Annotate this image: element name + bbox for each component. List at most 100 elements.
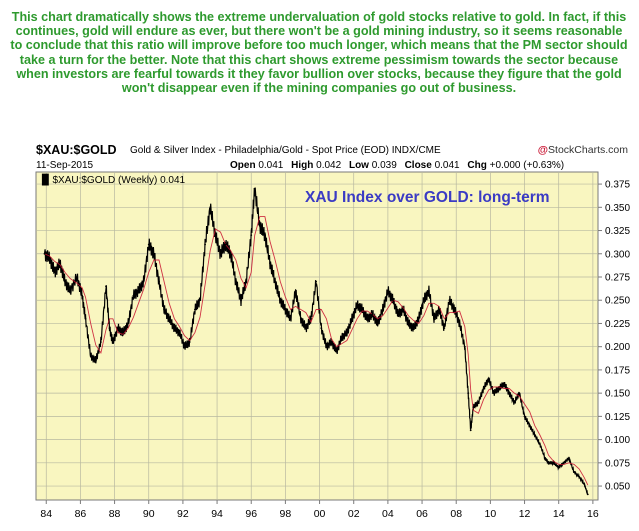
data-point xyxy=(472,406,475,408)
data-point xyxy=(315,280,317,283)
data-point xyxy=(81,294,83,297)
data-point xyxy=(253,187,256,190)
data-point xyxy=(552,461,555,464)
chart-date: 11-Sep-2015 xyxy=(36,160,94,171)
data-point xyxy=(407,322,410,325)
y-tick-label: 0.200 xyxy=(605,342,630,353)
open-label: Open xyxy=(230,160,256,171)
data-point xyxy=(356,304,358,306)
data-point xyxy=(443,327,446,329)
data-point xyxy=(235,280,237,283)
series-legend: ▉ $XAU:$GOLD (Weekly) 0.041 xyxy=(41,173,186,186)
data-point xyxy=(117,327,119,329)
data-point xyxy=(422,299,425,302)
low-value: 0.039 xyxy=(371,160,397,171)
data-point xyxy=(108,327,111,329)
low-label: Low xyxy=(348,160,369,171)
chg-label: Chg xyxy=(467,160,487,171)
data-point xyxy=(387,290,389,292)
data-point xyxy=(392,299,394,302)
data-point xyxy=(105,285,107,288)
data-point xyxy=(53,271,56,274)
data-point xyxy=(487,378,490,381)
y-tick-label: 0.350 xyxy=(605,203,630,214)
data-point xyxy=(346,331,348,334)
data-point xyxy=(258,225,261,227)
y-tick-label: 0.125 xyxy=(605,412,630,423)
data-point xyxy=(132,294,135,297)
data-point xyxy=(557,466,560,469)
data-point xyxy=(173,327,176,329)
y-tick-label: 0.375 xyxy=(605,180,630,191)
series-layer xyxy=(43,187,589,496)
x-tick-label: 86 xyxy=(75,508,87,520)
data-point xyxy=(127,322,130,325)
chart-header: $XAU:$GOLD Gold & Silver Index - Philade… xyxy=(36,143,634,173)
moving-average-line xyxy=(44,216,589,486)
attribution[interactable]: @StockCharts.com xyxy=(538,144,628,156)
data-point xyxy=(508,392,511,394)
data-point xyxy=(294,290,297,292)
data-point xyxy=(402,308,405,311)
data-point xyxy=(168,317,171,320)
high-label: High xyxy=(291,160,314,171)
data-point xyxy=(183,345,186,348)
commentary-text: This chart dramatically shows the extrem… xyxy=(10,10,628,96)
x-tick-label: 10 xyxy=(485,508,497,520)
y-tick-label: 0.225 xyxy=(605,319,630,330)
data-point xyxy=(583,483,586,486)
data-point xyxy=(147,243,150,246)
data-point xyxy=(586,493,589,496)
chart-description: Gold & Silver Index - Philadelphia/Gold … xyxy=(130,145,441,156)
data-point xyxy=(417,317,420,320)
data-point xyxy=(137,290,140,292)
data-point xyxy=(94,359,97,362)
x-tick-label: 94 xyxy=(211,508,223,520)
data-point xyxy=(209,206,212,209)
data-point xyxy=(438,308,440,311)
y-tick-label: 0.150 xyxy=(605,389,630,400)
close-label: Close xyxy=(404,160,432,171)
data-point xyxy=(153,252,155,255)
data-point xyxy=(412,327,415,329)
x-tick-label: 98 xyxy=(280,508,292,520)
open-value: 0.041 xyxy=(258,160,284,171)
data-point xyxy=(43,252,46,255)
data-point xyxy=(279,299,282,302)
labels: 0.050 0.075 0.100 0.125 0.150 0.175 0.200 0.225… xyxy=(40,173,630,520)
data-point xyxy=(89,355,92,357)
close-value: 0.041 xyxy=(434,160,460,171)
data-point xyxy=(544,457,546,460)
plot-area xyxy=(35,171,599,501)
x-tick-label: 12 xyxy=(519,508,531,520)
data-point xyxy=(240,299,242,302)
data-point xyxy=(467,392,470,394)
ohlc-readout: Open 0.041 High 0.042 Low 0.039 Close 0.… xyxy=(230,160,569,171)
y-tick-label: 0.275 xyxy=(605,272,630,283)
y-tick-label: 0.175 xyxy=(605,365,630,376)
data-point xyxy=(245,280,248,283)
x-tick-label: 96 xyxy=(245,508,257,520)
data-point xyxy=(219,252,222,255)
y-tick-label: 0.250 xyxy=(605,296,630,307)
data-point xyxy=(578,475,581,478)
x-tick-label: 84 xyxy=(40,508,52,520)
data-point xyxy=(269,262,271,264)
attribution-text: StockCharts.com xyxy=(548,144,628,156)
data-point xyxy=(229,252,232,255)
data-point xyxy=(492,392,495,394)
data-point xyxy=(397,313,399,316)
data-point xyxy=(214,234,217,237)
data-point xyxy=(284,308,287,311)
x-tick-label: 14 xyxy=(553,508,565,520)
x-tick-label: 92 xyxy=(177,508,189,520)
data-point xyxy=(163,308,166,311)
x-tick-label: 16 xyxy=(587,508,599,520)
data-point xyxy=(381,308,384,311)
data-point xyxy=(547,461,550,464)
data-point xyxy=(351,317,353,320)
data-point xyxy=(463,345,466,348)
data-point xyxy=(224,243,227,246)
data-point xyxy=(264,234,266,237)
